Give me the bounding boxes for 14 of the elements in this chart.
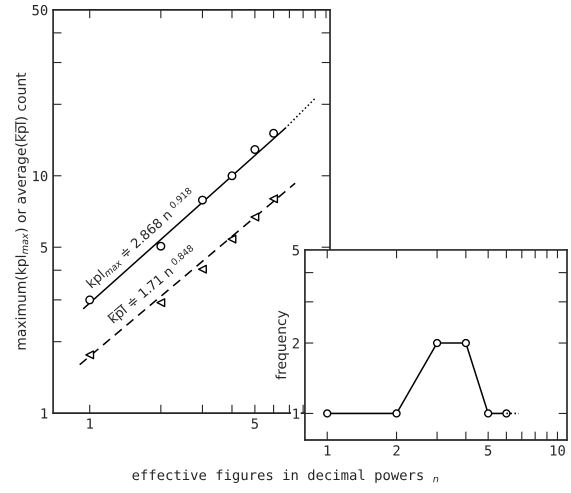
- y-tick-label: 1: [42, 408, 48, 418]
- y-tick-label: 2: [292, 338, 299, 348]
- y-axis-title: frequency: [275, 310, 289, 380]
- x-tick-label: 10: [550, 445, 565, 456]
- x-tick-label: 1: [324, 445, 330, 456]
- x-axis-title: effective figures in decimal powers $_{n}$: [132, 469, 438, 483]
- y-tick-label: 5: [292, 245, 299, 256]
- x-tick-label: 5: [484, 445, 492, 456]
- y-tick-label: 50: [32, 4, 48, 16]
- y-tick-label: 5: [40, 242, 48, 253]
- y-tick-label: 1: [293, 408, 300, 419]
- x-tick-label: 2: [393, 445, 400, 456]
- y-axis-title: maximum(kpl$_{max}$) or average(k̅p̅l̅) count: [15, 72, 29, 350]
- y-tick-label: 10: [33, 170, 48, 182]
